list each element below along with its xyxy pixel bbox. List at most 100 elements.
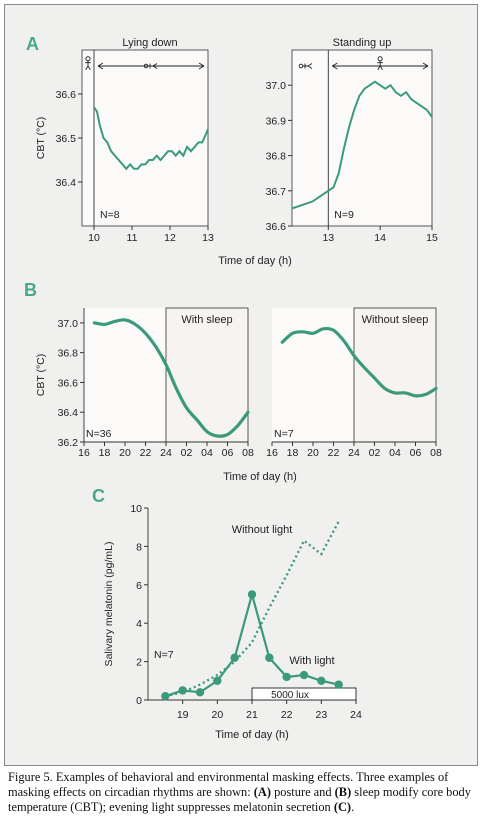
caption-mid-1: posture and <box>271 785 335 799</box>
chart-a-right-frame <box>291 49 433 227</box>
arrow-standing-period-head-right <box>422 62 429 70</box>
data-point-with-light <box>161 691 170 701</box>
chart-a-right: Standing up 36.6 36.7 36.8 36.9 37.0 13 14 15 N=9… <box>218 37 438 267</box>
x-tick-label: 20 <box>211 709 223 721</box>
figure-canvas: A Lying down 36.4 36.5 36.6 10 11 12 13 CBT (°C) N… <box>24 34 442 741</box>
x-tick-label: 02 <box>181 447 193 459</box>
n-label: N=8 <box>100 209 120 221</box>
x-tick-label: 18 <box>99 447 111 459</box>
x-tick-label: 02 <box>369 447 381 459</box>
x-tick-label: 22 <box>328 447 340 459</box>
sleep-window-label: Without sleep <box>362 314 429 326</box>
x-tick-label: 08 <box>242 447 254 459</box>
x-tick-label: 23 <box>315 709 327 721</box>
figure-caption: Figure 5. Examples of behavioral and env… <box>8 770 478 815</box>
lying-figure-icon <box>298 63 313 69</box>
light-exposure-box <box>251 687 357 701</box>
series-label-without-light: Without light <box>232 524 293 536</box>
data-point-with-light <box>247 590 257 599</box>
x-tick-label: 11 <box>127 232 138 244</box>
x-tick-label: 08 <box>430 447 442 459</box>
data-point-with-light <box>230 653 239 662</box>
y-axis-label: CBT (°C) <box>35 354 47 397</box>
lying-figure-icon-head <box>298 63 304 69</box>
x-axis-label: Time of day (h) <box>223 471 297 483</box>
x-tick-label: 20 <box>119 447 131 459</box>
x-tick-label: 24 <box>350 709 362 721</box>
x-tick-label: 13 <box>202 232 214 244</box>
panel-label-a: A <box>26 34 39 54</box>
x-tick-label: 10 <box>88 232 100 244</box>
series-line-cbt <box>92 318 250 438</box>
chart-a-right-title: Standing up <box>333 37 392 49</box>
standing-figure-icon <box>377 56 384 71</box>
y-tick-label: 36.6 <box>266 221 287 233</box>
data-point-with-light <box>317 676 326 685</box>
x-tick-label: 16 <box>78 447 90 459</box>
arrow-lying-period-head-right <box>198 62 205 70</box>
caption-mid-2: sleep modify core body temperature (CBT)… <box>8 785 471 814</box>
sleep-window-label: With sleep <box>181 314 232 326</box>
chart-b-right: Without sleep 16 18 20 22 24 02 04 06 08 N=7 <box>266 307 442 459</box>
caption-ref-a: (A) <box>253 785 271 799</box>
x-tick-label: 04 <box>201 447 213 459</box>
y-tick-label: 2 <box>136 657 142 669</box>
y-axis-label: Salivary melatonin (pg/mL) <box>103 542 115 667</box>
x-tick-label: 22 <box>281 709 293 721</box>
y-tick-label: 36.8 <box>266 151 287 163</box>
x-tick-label: 24 <box>160 447 172 459</box>
series-line-cbt <box>280 326 438 398</box>
caption-end: . <box>351 800 355 814</box>
sleep-window-box <box>353 307 437 443</box>
arrow-lying-period-head-left <box>97 62 104 70</box>
y-tick-label: 10 <box>130 503 142 515</box>
x-tick-label: 16 <box>266 447 278 459</box>
x-tick-label: 13 <box>322 232 334 244</box>
y-tick-label: 36.4 <box>58 407 79 419</box>
x-tick-label: 06 <box>222 447 234 459</box>
x-tick-label: 04 <box>389 447 401 459</box>
arrow-standing-period-head-left <box>332 62 338 70</box>
n-label: N=36 <box>86 428 112 440</box>
light-exposure-label: 5000 lux <box>271 690 309 701</box>
data-point-with-light <box>195 688 205 697</box>
lying-figure-icon <box>143 63 158 69</box>
x-tick-label: 06 <box>410 447 422 459</box>
x-tick-label: 18 <box>287 447 299 459</box>
y-tick-label: 36.2 <box>58 437 79 449</box>
data-point-with-light <box>178 686 187 695</box>
lying-figure-icon-body <box>303 63 313 69</box>
y-tick-label: 36.4 <box>56 177 77 189</box>
panel-label-b: B <box>24 280 37 300</box>
chart-b-left: With sleep 16 18 20 22 24 02 04 06 08 36.2 36.4 36.6… <box>24 280 254 459</box>
y-axis-label: CBT (°C) <box>35 117 47 160</box>
chart-a-left-frame <box>81 49 209 227</box>
standing-figure-icon-head <box>377 56 383 62</box>
y-tick-label: 37.0 <box>266 80 287 92</box>
x-tick-label: 12 <box>164 232 176 244</box>
y-tick-label: 36.6 <box>58 377 79 389</box>
x-axis-label: Time of day (h) <box>218 255 292 267</box>
n-label: N=7 <box>274 428 294 440</box>
x-tick-label: 15 <box>426 232 438 244</box>
x-tick-label: 20 <box>307 447 319 459</box>
data-point-with-light <box>282 672 291 682</box>
lying-figure-icon-body <box>148 63 158 69</box>
x-tick-label: 14 <box>374 232 386 244</box>
x-tick-label: 19 <box>177 709 189 721</box>
data-point-with-light <box>334 680 343 689</box>
data-point-with-light <box>299 670 309 680</box>
series-label-with-light: With light <box>289 655 334 667</box>
chart-a-left: A Lying down 36.4 36.5 36.6 10 11 12 13 CBT (°C) N… <box>26 34 214 244</box>
series-line-lying-down <box>93 106 209 171</box>
standing-figure-icon <box>85 56 91 71</box>
y-tick-label: 36.5 <box>56 133 77 145</box>
caption-ref-b: (B) <box>334 785 352 799</box>
y-tick-label: 36.7 <box>266 186 287 198</box>
caption-ref-c: (C) <box>333 800 352 814</box>
y-tick-label: 37.0 <box>58 318 79 330</box>
standing-figure-icon-body <box>377 61 384 71</box>
n-label: N=9 <box>334 209 354 221</box>
x-tick-label: 22 <box>140 447 152 459</box>
